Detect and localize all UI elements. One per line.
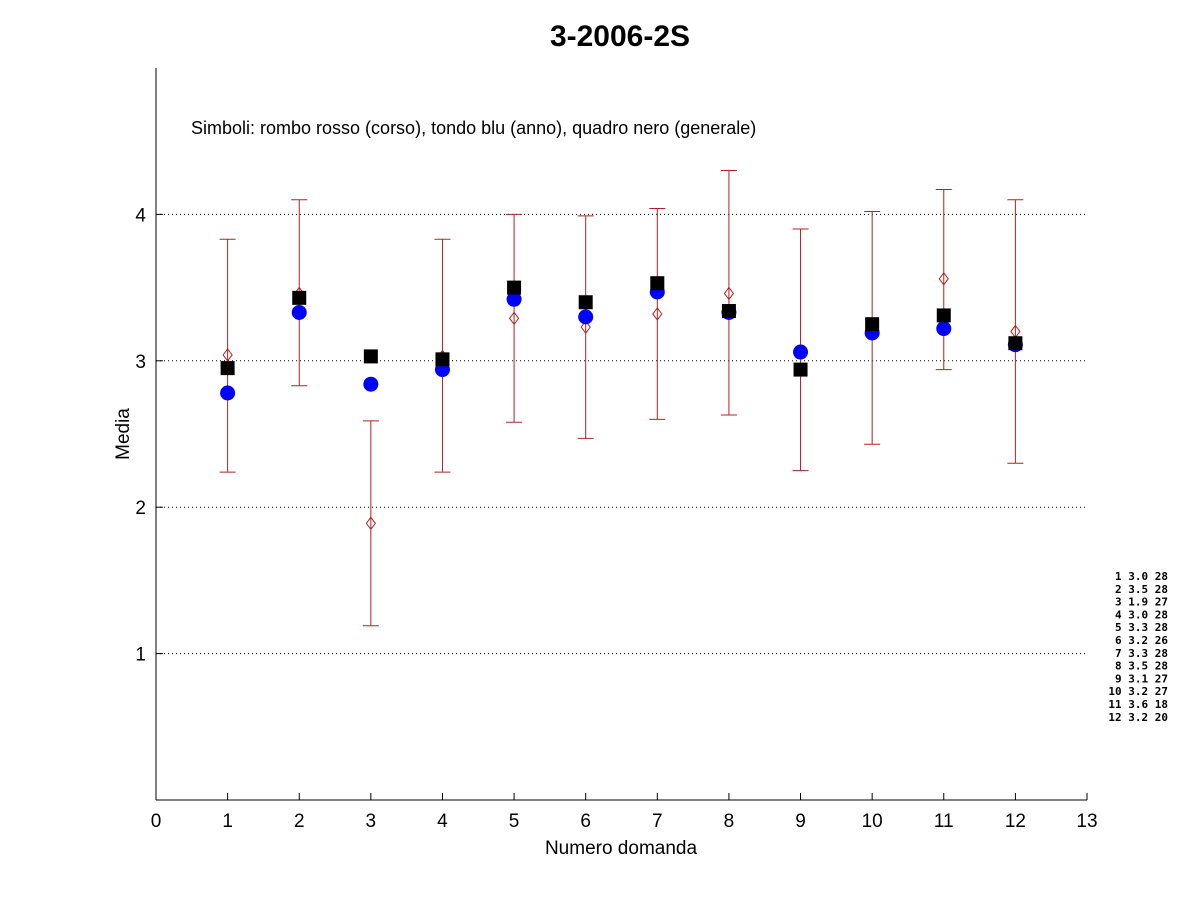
- side-table-row-8: 8 3.5 28: [1115, 660, 1168, 673]
- side-table-row-12: 12 3.2 20: [1108, 711, 1168, 724]
- data-markers: [220, 271, 1023, 531]
- diamond-point-8: [723, 286, 735, 301]
- square-point-12: [1008, 336, 1023, 351]
- square-point-7: [650, 276, 665, 291]
- square-point-1: [220, 361, 235, 376]
- side-table-row-4: 4 3.0 28: [1115, 608, 1168, 621]
- square-point-9: [793, 362, 808, 377]
- x-tick-label-9: 9: [795, 811, 806, 832]
- x-tick-label-6: 6: [580, 811, 591, 832]
- diamond-point-3: [365, 516, 376, 531]
- square-point-2: [292, 290, 307, 305]
- side-table-row-6: 6 3.2 26: [1115, 634, 1168, 647]
- diamond-point-5: [508, 311, 520, 326]
- circle-point-1: [220, 385, 236, 401]
- x-tick-label-8: 8: [724, 811, 735, 832]
- circle-point-11: [936, 321, 952, 337]
- x-tick-label-1: 1: [222, 811, 233, 832]
- side-table-row-11: 11 3.6 18: [1108, 698, 1168, 711]
- square-point-6: [578, 295, 593, 310]
- x-tick-label-7: 7: [652, 811, 663, 832]
- side-table-row-1: 1 3.0 28: [1115, 570, 1168, 583]
- diamond-point-1: [222, 348, 233, 362]
- x-tick-label-10: 10: [862, 811, 883, 832]
- square-point-11: [936, 308, 951, 323]
- side-table-row-2: 2 3.5 28: [1115, 583, 1168, 596]
- side-table-row-3: 3 1.9 27: [1115, 596, 1168, 609]
- y-tick-label-4: 4: [135, 205, 146, 226]
- square-point-10: [865, 317, 880, 332]
- circle-point-3: [363, 376, 379, 392]
- side-table-row-9: 9 3.1 27: [1115, 672, 1168, 685]
- x-axis-label: Numero domanda: [545, 838, 698, 859]
- square-point-4: [435, 352, 450, 367]
- diamond-point-7: [652, 307, 663, 321]
- circle-point-9: [793, 344, 809, 360]
- x-tick-label-3: 3: [366, 811, 377, 832]
- y-tick-label-3: 3: [135, 352, 146, 373]
- diamond-point-11: [938, 271, 949, 286]
- symbol-legend-annotation: Simboli: rombo rosso (corso), tondo blu …: [191, 118, 756, 138]
- y-tick-label-1: 1: [135, 645, 146, 666]
- error-bars: [219, 169, 1024, 627]
- x-tick-label-12: 12: [1005, 811, 1026, 832]
- x-tick-label-4: 4: [437, 811, 448, 832]
- circle-point-6: [578, 309, 594, 325]
- square-point-3: [363, 349, 378, 364]
- circle-point-2: [291, 304, 307, 320]
- side-table: 1 3.0 282 3.5 283 1.9 274 3.0 285 3.3 28…: [1108, 570, 1168, 724]
- y-tick-label-2: 2: [135, 498, 146, 519]
- chart-title: 3-2006-2S: [550, 20, 690, 53]
- side-table-row-10: 10 3.2 27: [1108, 685, 1168, 698]
- side-table-row-5: 5 3.3 28: [1115, 621, 1168, 634]
- square-point-5: [507, 280, 522, 295]
- side-table-row-7: 7 3.3 28: [1115, 647, 1168, 660]
- x-tick-label-5: 5: [509, 811, 520, 832]
- axes: [155, 68, 1088, 801]
- diamond-point-6: [580, 320, 591, 334]
- circle-point-5: [506, 291, 522, 307]
- square-point-8: [721, 304, 736, 319]
- x-tick-label-11: 11: [934, 811, 954, 832]
- y-axis-label: Media: [113, 408, 134, 460]
- x-tick-label-0: 0: [151, 811, 162, 832]
- x-tick-label-2: 2: [294, 811, 305, 832]
- x-tick-label-13: 13: [1076, 811, 1097, 832]
